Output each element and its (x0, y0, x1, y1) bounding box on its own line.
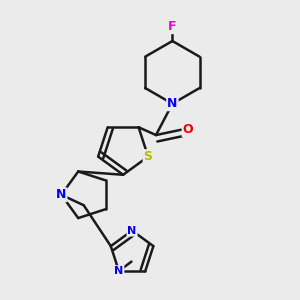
Text: F: F (168, 20, 177, 33)
Text: S: S (144, 150, 153, 163)
Text: N: N (114, 266, 124, 276)
Text: O: O (183, 123, 193, 136)
Text: N: N (128, 226, 137, 236)
Text: N: N (56, 188, 67, 201)
Text: N: N (167, 97, 178, 110)
